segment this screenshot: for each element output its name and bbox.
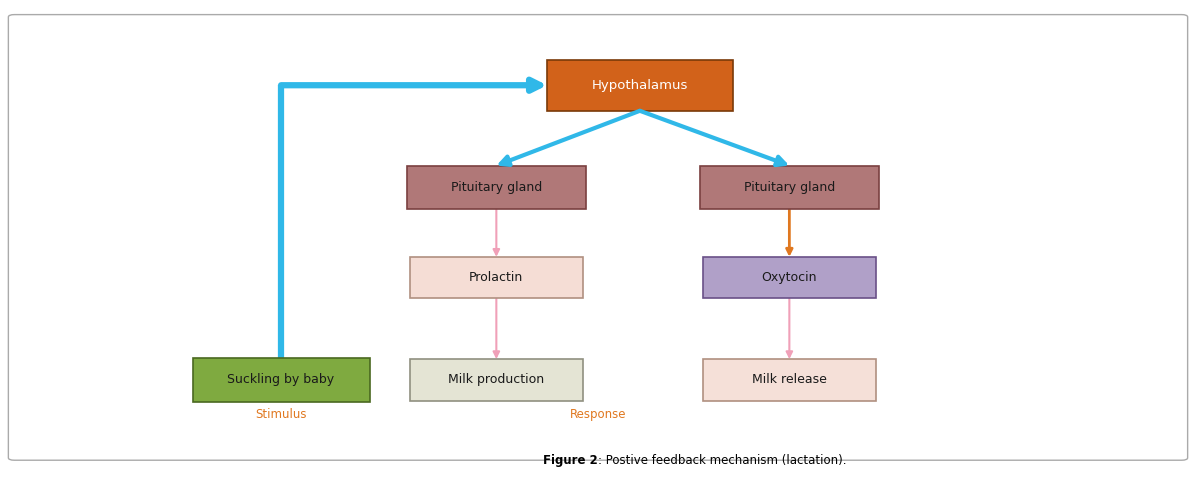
FancyBboxPatch shape (409, 359, 582, 400)
FancyBboxPatch shape (193, 358, 370, 402)
Text: Hypothalamus: Hypothalamus (592, 79, 688, 92)
Text: Response: Response (569, 409, 627, 421)
Text: Pituitary gland: Pituitary gland (451, 181, 542, 194)
Text: Pituitary gland: Pituitary gland (744, 181, 835, 194)
FancyBboxPatch shape (703, 257, 875, 298)
Text: : Postive feedback mechanism (lactation).: : Postive feedback mechanism (lactation)… (598, 454, 847, 467)
Text: Prolactin: Prolactin (469, 271, 524, 284)
FancyBboxPatch shape (703, 359, 875, 400)
Text: Figure 2: Figure 2 (543, 454, 598, 467)
Text: Suckling by baby: Suckling by baby (227, 374, 335, 386)
FancyBboxPatch shape (8, 15, 1188, 460)
FancyBboxPatch shape (548, 60, 732, 111)
Text: Stimulus: Stimulus (255, 409, 307, 421)
Text: Oxytocin: Oxytocin (762, 271, 817, 284)
FancyBboxPatch shape (407, 166, 586, 209)
Text: Milk production: Milk production (448, 374, 544, 386)
FancyBboxPatch shape (409, 257, 582, 298)
FancyBboxPatch shape (700, 166, 879, 209)
Text: Milk release: Milk release (752, 374, 826, 386)
